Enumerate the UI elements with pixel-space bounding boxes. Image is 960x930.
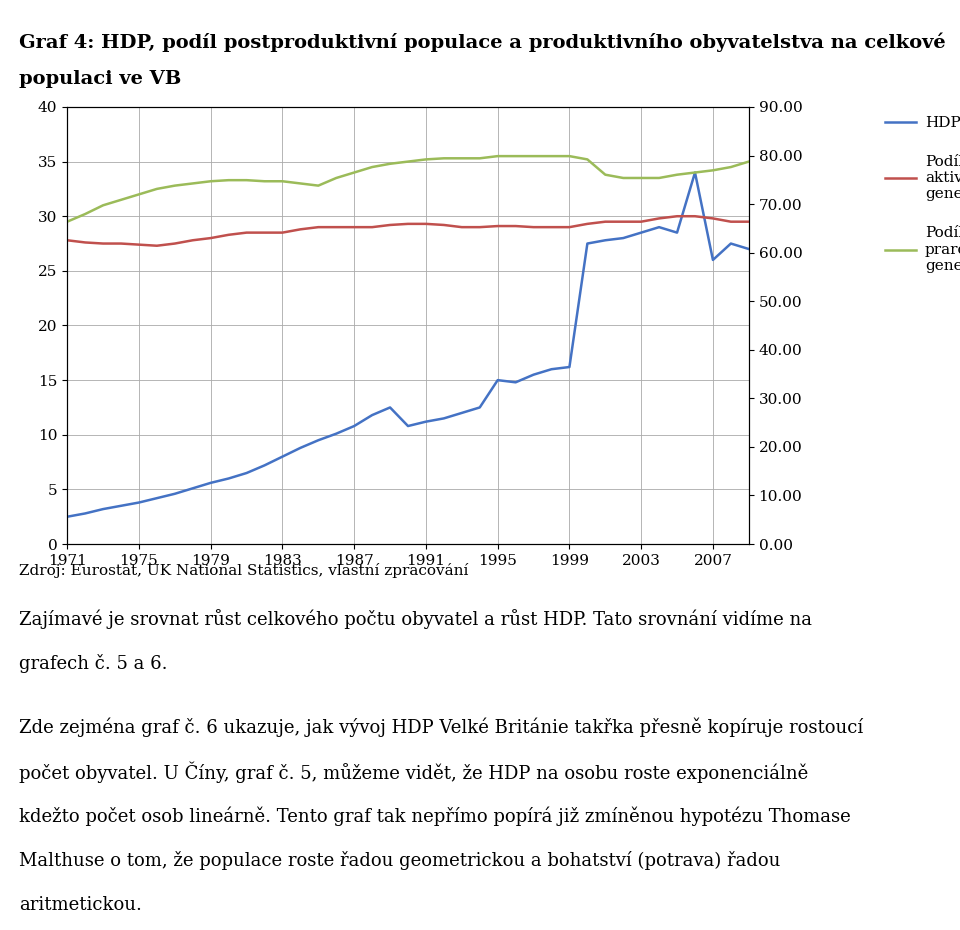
Text: kdežto počet osob lineárně. Tento graf tak nepřímo popírá již zmíněnou hypotézu : kdežto počet osob lineárně. Tento graf t… bbox=[19, 806, 851, 826]
Text: počet obyvatel. U Číny, graf č. 5, můžeme vidět, že HDP na osobu roste exponenci: počet obyvatel. U Číny, graf č. 5, můžem… bbox=[19, 762, 808, 783]
Text: populaci ve VB: populaci ve VB bbox=[19, 70, 181, 87]
Text: Zde zejména graf č. 6 ukazuje, jak vývoj HDP Velké Británie takřka přesně kopíru: Zde zejména graf č. 6 ukazuje, jak vývoj… bbox=[19, 717, 863, 737]
Text: grafech č. 5 a 6.: grafech č. 5 a 6. bbox=[19, 654, 168, 672]
Legend: HDP, Podíl
aktivních
generace, Podíl
prarodicovské
generace: HDP, Podíl aktivních generace, Podíl pra… bbox=[879, 111, 960, 279]
Text: aritmetickou.: aritmetickou. bbox=[19, 896, 142, 913]
Text: Graf 4: HDP, podíl postproduktivní populace a produktivního obyvatelstva na celk: Graf 4: HDP, podíl postproduktivní popul… bbox=[19, 33, 946, 52]
Text: Malthuse o tom, že populace roste řadou geometrickou a bohatství (potrava) řadou: Malthuse o tom, že populace roste řadou … bbox=[19, 851, 780, 870]
Text: Zajímavé je srovnat růst celkového počtu obyvatel a růst HDP. Tato srovnání vidí: Zajímavé je srovnat růst celkového počtu… bbox=[19, 609, 812, 629]
Text: Zdroj: Eurostat, UK National Statistics, vlastní zpracování: Zdroj: Eurostat, UK National Statistics,… bbox=[19, 563, 468, 578]
